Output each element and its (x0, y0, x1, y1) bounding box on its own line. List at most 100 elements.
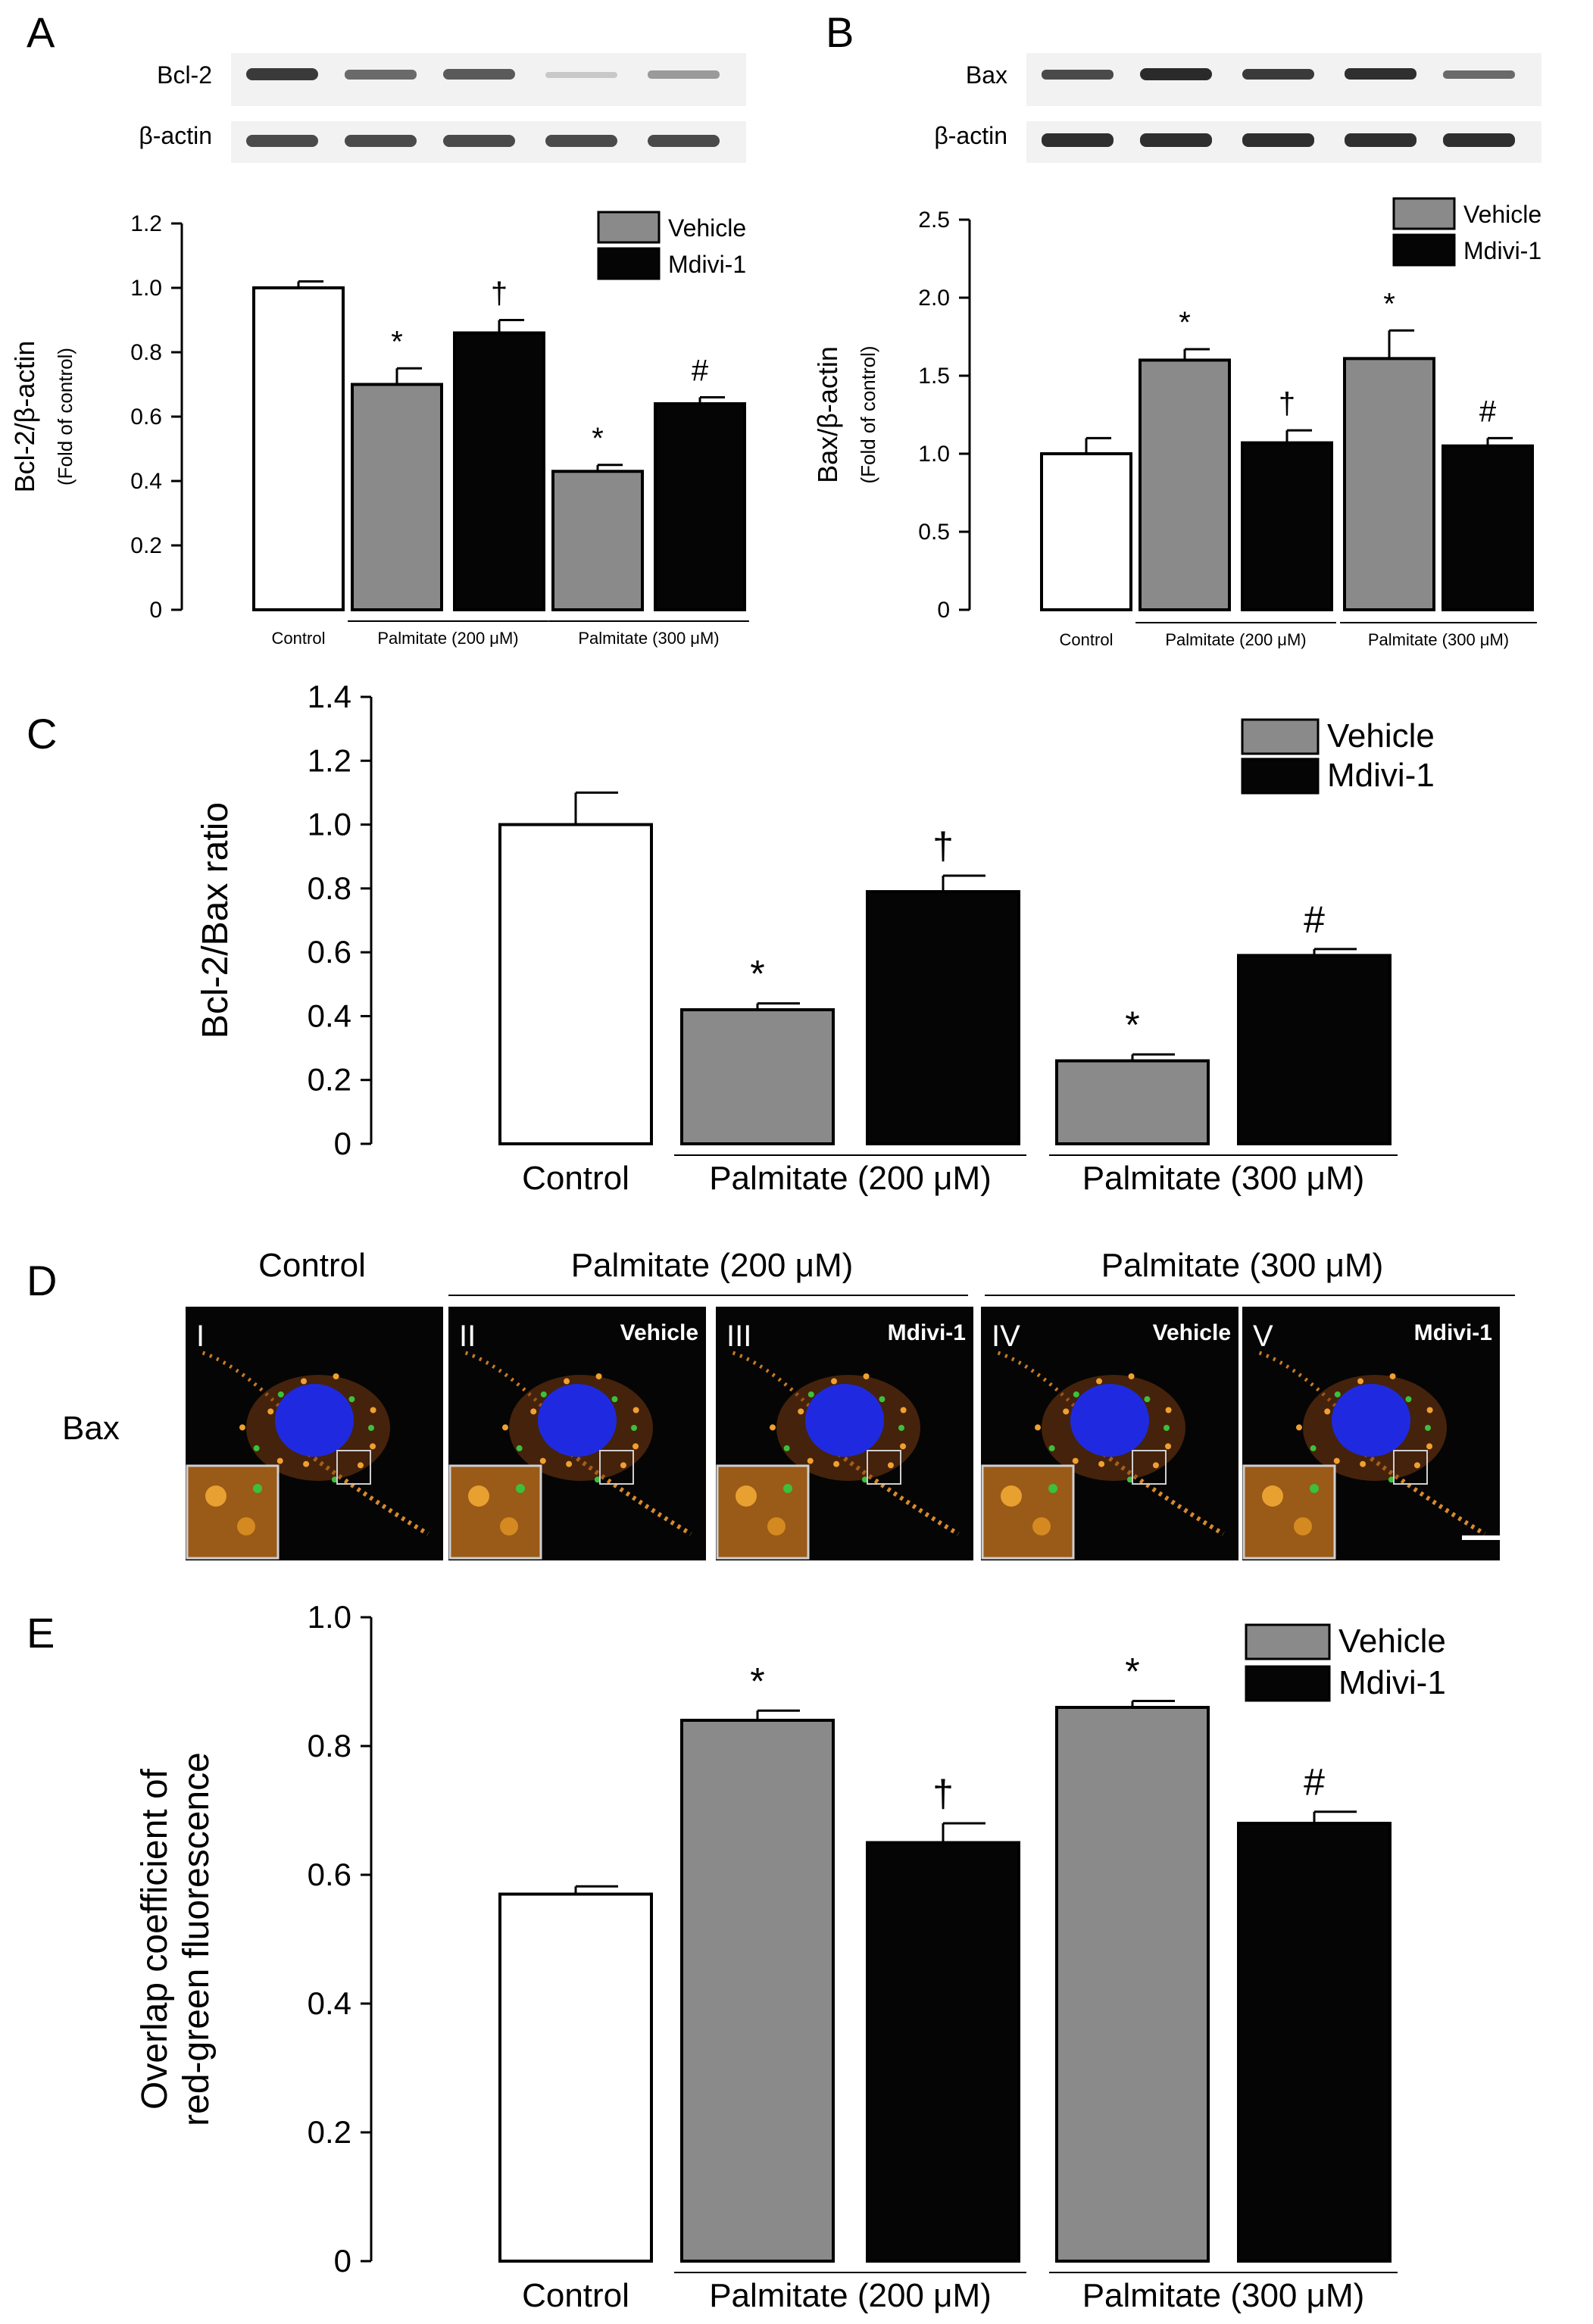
bar-mdivi-1-4 (1442, 444, 1534, 612)
category-label-palmitate-200: Palmitate (200 μM) (1165, 630, 1306, 649)
fluorescent-punctum (1098, 1460, 1105, 1467)
blot-bands-actin-b (1042, 133, 1515, 147)
panel-b: B Bax β-actin 0 0.5 1.0 1.5 2.0 2.5 Bax/β-acti… (812, 8, 1541, 649)
y-tick-label: 0 (937, 598, 950, 623)
roi-box (599, 1450, 634, 1485)
significance-mark: * (391, 325, 403, 358)
fluorescent-punctum (807, 1457, 814, 1464)
fluorescent-punctum (879, 1396, 886, 1403)
y-tick-label: 0.6 (130, 405, 162, 430)
image-header-control: Control (258, 1247, 366, 1284)
y-tick-label: 1.0 (308, 807, 351, 842)
fluorescent-punctum (331, 1476, 338, 1483)
row-label-bax: Bax (62, 1410, 120, 1447)
inset-punctum (205, 1485, 226, 1507)
panel-letter-b: B (826, 8, 854, 56)
fluorescent-punctum (239, 1424, 246, 1431)
y-tick-label: 1.4 (308, 679, 351, 714)
fluorescent-punctum (370, 1443, 376, 1450)
fluorescent-punctum (831, 1378, 838, 1385)
chart-e: 0 0.2 0.4 0.6 0.8 1.0 Overlap coefficient of re… (135, 1599, 1446, 2314)
blot-label-actin-a: β-actin (139, 122, 212, 149)
fluorescent-punctum (1128, 1373, 1135, 1379)
western-blot-a: Bcl-2 β-actin (139, 53, 746, 163)
significance-mark: # (1479, 395, 1497, 428)
significance-mark: * (1383, 287, 1395, 320)
y-tick-label: 0.6 (308, 934, 351, 970)
fluorescent-punctum (348, 1396, 355, 1403)
significance-mark: * (592, 422, 604, 455)
bar-vehicle-1 (351, 383, 443, 611)
significance-mark: * (1179, 306, 1191, 339)
y-axis-label: Bax/β-actin (812, 346, 843, 483)
chart-c: 0 0.2 0.4 0.6 0.8 1.0 1.2 1.4 Bcl-2/Bax ratio * † *… (195, 679, 1435, 1197)
fluorescent-punctum (611, 1396, 618, 1403)
micrograph-i: I (186, 1307, 443, 1560)
fluorescent-punctum (1333, 1457, 1340, 1464)
fluorescent-punctum (566, 1460, 573, 1467)
y-axis-label-line1: Overlap coefficient of (135, 1768, 175, 2110)
y-tick-label: 1.0 (130, 276, 162, 301)
fluorescent-punctum (1164, 1425, 1170, 1431)
bar-vehicle-1 (680, 1008, 835, 1145)
y-tick-label: 0.4 (308, 1985, 351, 2021)
fluorescent-punctum (540, 1391, 547, 1398)
micrograph-iv: IV Vehicle (981, 1307, 1238, 1560)
fluorescent-punctum (1152, 1462, 1159, 1469)
legend-label-mdivi: Mdivi-1 (1463, 237, 1541, 264)
fluorescent-punctum (1072, 1457, 1079, 1464)
micrograph-row: I II Vehicle III Mdivi-1 IV Vehicle V Mdivi-1 (186, 1307, 1500, 1560)
fluorescent-punctum (783, 1445, 790, 1451)
panel-numeral: II (459, 1320, 476, 1353)
fluorescent-punctum (807, 1391, 814, 1398)
significance-mark: † (491, 277, 508, 311)
fluorescent-punctum (1324, 1408, 1331, 1415)
y-axis-label-line2: red-green fluorescence (176, 1752, 217, 2126)
fluorescent-punctum (594, 1476, 601, 1483)
fluorescent-punctum (595, 1373, 602, 1379)
category-label-control: Control (1060, 630, 1114, 649)
fluorescent-punctum (770, 1424, 776, 1431)
fluorescent-punctum (633, 1443, 639, 1450)
inset-punctum (1048, 1484, 1057, 1493)
fluorescent-punctum (301, 1378, 308, 1385)
significance-mark: * (750, 953, 764, 995)
chart-b: 0 0.5 1.0 1.5 2.0 2.5 Bax/β-actin (Fold of cont… (812, 197, 1541, 649)
legend-label-vehicle: Vehicle (668, 214, 746, 242)
nucleus (538, 1384, 617, 1457)
y-tick-label: 0.2 (130, 533, 162, 558)
cell-process (730, 1350, 831, 1429)
significance-mark: † (932, 825, 954, 867)
legend-label-vehicle: Vehicle (1463, 201, 1541, 228)
bar-mdivi-1-2 (866, 1841, 1020, 2263)
micrograph-iii: III Mdivi-1 (716, 1307, 973, 1560)
y-tick-label: 0.4 (308, 998, 351, 1033)
y-tick-label: 2.0 (918, 286, 950, 311)
fluorescent-punctum (1425, 1425, 1431, 1431)
inset-punctum (1032, 1517, 1051, 1535)
significance-mark: # (1304, 1761, 1325, 1804)
treatment-tag: Vehicle (1153, 1320, 1231, 1345)
cell-process (813, 1433, 960, 1536)
y-tick-label: 2.5 (918, 208, 950, 233)
panel-numeral: I (196, 1320, 205, 1353)
fluorescent-punctum (253, 1445, 260, 1451)
fluorescent-punctum (267, 1408, 274, 1415)
fluorescent-punctum (1048, 1445, 1055, 1451)
bar-vehicle-3 (551, 470, 644, 611)
y-tick-label: 1.0 (308, 1599, 351, 1635)
y-tick-label: 0.8 (130, 340, 162, 365)
blot-label-actin-b: β-actin (934, 122, 1007, 149)
y-tick-label: 1.5 (918, 364, 950, 389)
y-axis-sublabel: (Fold of control) (857, 345, 879, 483)
fluorescent-punctum (1035, 1424, 1042, 1431)
panel-letter-e: E (27, 1609, 55, 1657)
fluorescent-punctum (1165, 1407, 1172, 1413)
y-tick-label: 1.2 (130, 211, 162, 236)
blot-bands-bax (1042, 68, 1515, 80)
category-label-palmitate-300: Palmitate (300 μM) (578, 629, 719, 648)
y-tick-label: 1.0 (918, 442, 950, 467)
bar-vehicle-1 (680, 1719, 835, 2263)
fluorescent-punctum (516, 1445, 523, 1451)
y-axis-sublabel: (Fold of control) (54, 348, 77, 486)
